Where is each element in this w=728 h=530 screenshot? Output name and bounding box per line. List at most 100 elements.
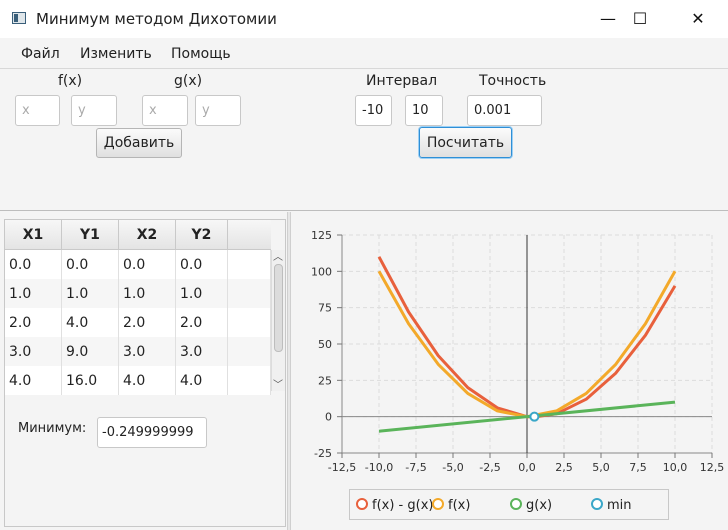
- table-row[interactable]: 1.0 1.0 1.0 1.0: [5, 279, 271, 308]
- col-header-y1[interactable]: Y1: [61, 220, 119, 250]
- cell-filler: [227, 366, 271, 395]
- min-point: [529, 411, 540, 422]
- cell[interactable]: 0.0: [5, 249, 62, 279]
- table-row[interactable]: 2.0 4.0 2.0 2.0: [5, 308, 271, 337]
- scroll-thumb[interactable]: [274, 264, 283, 352]
- y-tick-label: 125: [311, 229, 332, 242]
- window-title: Минимум методом Дихотомии: [36, 10, 277, 28]
- fx-label: f(x): [58, 73, 83, 89]
- cell[interactable]: 3.0: [118, 337, 176, 366]
- menu-help[interactable]: Помощь: [171, 46, 231, 62]
- legend-dot-icon: [356, 498, 368, 510]
- y-tick-label: 0: [325, 411, 332, 424]
- col-header-y2[interactable]: Y2: [175, 220, 228, 250]
- x-tick-label: -7,5: [405, 461, 426, 474]
- x-tick-label: -5,0: [442, 461, 463, 474]
- col-header-x2[interactable]: X2: [118, 220, 176, 250]
- precision-label: Точность: [479, 73, 547, 89]
- x-tick-label: 5,0: [592, 461, 610, 474]
- series-line: [378, 400, 676, 433]
- table-row[interactable]: 3.0 9.0 3.0 3.0: [5, 337, 271, 366]
- chart-legend: f(x) - g(x) f(x) g(x) min: [349, 489, 669, 520]
- gx-label: g(x): [174, 73, 203, 89]
- cell-filler: [227, 279, 271, 308]
- menu-edit[interactable]: Изменить: [80, 46, 152, 62]
- input-panel: [0, 68, 728, 211]
- fx-x-input[interactable]: [15, 95, 60, 126]
- points-table: X1 Y1 X2 Y2 0.0 0.0 0.0 0.0 1.0 1.0 1.0 1.0 2.…: [5, 220, 271, 395]
- interval-to-input[interactable]: [405, 95, 443, 126]
- split-divider[interactable]: [287, 212, 291, 530]
- cell[interactable]: 1.0: [61, 279, 119, 308]
- maximize-button[interactable]: ☐: [632, 9, 648, 28]
- minimum-value-field[interactable]: [97, 417, 207, 448]
- x-tick-label: 7,5: [629, 461, 647, 474]
- y-tick-label: 75: [318, 302, 332, 315]
- app-icon: [12, 12, 26, 24]
- cell[interactable]: 4.0: [61, 308, 119, 337]
- cell-filler: [227, 337, 271, 366]
- cell[interactable]: 3.0: [175, 337, 228, 366]
- x-tick-label: -2,5: [479, 461, 500, 474]
- legend-label: min: [607, 498, 632, 513]
- menu-bar: [0, 38, 728, 68]
- legend-dot-icon: [432, 498, 444, 510]
- interval-label: Интервал: [366, 73, 438, 89]
- x-tick-label: 12,5: [700, 461, 725, 474]
- legend-dot-icon: [591, 498, 603, 510]
- title-bar: [0, 0, 728, 38]
- scroll-down-icon[interactable]: ﹀: [273, 380, 283, 391]
- cell[interactable]: 2.0: [175, 308, 228, 337]
- legend-label: g(x): [526, 498, 553, 513]
- legend-item: f(x): [432, 498, 470, 513]
- cell[interactable]: 16.0: [61, 366, 119, 395]
- y-tick-label: 50: [318, 338, 332, 351]
- cell-filler: [227, 249, 271, 279]
- gx-y-input[interactable]: [195, 95, 241, 126]
- cell[interactable]: 1.0: [5, 279, 62, 308]
- x-tick-label: 0,0: [518, 461, 536, 474]
- legend-label: f(x) - g(x): [372, 498, 434, 513]
- cell-filler: [227, 308, 271, 337]
- cell[interactable]: 1.0: [175, 279, 228, 308]
- cell[interactable]: 3.0: [5, 337, 62, 366]
- cell[interactable]: 4.0: [175, 366, 228, 395]
- legend-item: f(x) - g(x): [356, 498, 433, 513]
- x-tick-label: 2,5: [555, 461, 573, 474]
- add-button[interactable]: Добавить: [96, 128, 182, 158]
- table-row[interactable]: 0.0 0.0 0.0 0.0: [5, 249, 271, 279]
- cell[interactable]: 1.0: [118, 279, 176, 308]
- minimize-button[interactable]: —: [600, 9, 616, 28]
- y-tick-label: 100: [311, 265, 332, 278]
- fx-y-input[interactable]: [71, 95, 117, 126]
- x-tick-label: 10,0: [663, 461, 688, 474]
- cell[interactable]: 9.0: [61, 337, 119, 366]
- cell[interactable]: 2.0: [5, 308, 62, 337]
- precision-input[interactable]: [467, 95, 542, 126]
- table-row[interactable]: 4.0 16.0 4.0 4.0: [5, 366, 271, 395]
- cell[interactable]: 0.0: [118, 249, 176, 279]
- cell[interactable]: 4.0: [118, 366, 176, 395]
- data-pane: X1 Y1 X2 Y2 0.0 0.0 0.0 0.0 1.0 1.0 1.0 1.0 2.…: [4, 219, 286, 527]
- chart-ticks: -12,5 -10,0 -7,5 -5,0 -2,5 0,0 2,5 5,0 7,5 10,0 12…: [311, 229, 724, 474]
- close-button[interactable]: ✕: [691, 9, 705, 28]
- cell[interactable]: 4.0: [5, 366, 62, 395]
- chart-series: [377, 256, 677, 433]
- compute-button[interactable]: Посчитать: [419, 127, 512, 158]
- interval-from-input[interactable]: [355, 95, 392, 126]
- col-header-x1[interactable]: X1: [5, 220, 62, 250]
- menu-file[interactable]: Файл: [21, 46, 60, 62]
- y-tick-label: 25: [318, 374, 332, 387]
- col-header-filler: [227, 220, 271, 250]
- x-tick-label: -12,5: [328, 461, 356, 474]
- legend-item: min: [591, 498, 632, 513]
- gx-x-input[interactable]: [142, 95, 188, 126]
- cell[interactable]: 0.0: [61, 249, 119, 279]
- table-scrollbar[interactable]: ︿ ﹀: [271, 250, 285, 391]
- scroll-up-icon[interactable]: ︿: [273, 252, 283, 263]
- line-chart: -12,5 -10,0 -7,5 -5,0 -2,5 0,0 2,5 5,0 7,5 10,0 12…: [311, 229, 724, 474]
- legend-label: f(x): [448, 498, 471, 513]
- cell[interactable]: 2.0: [118, 308, 176, 337]
- y-tick-label: -25: [314, 447, 332, 460]
- cell[interactable]: 0.0: [175, 249, 228, 279]
